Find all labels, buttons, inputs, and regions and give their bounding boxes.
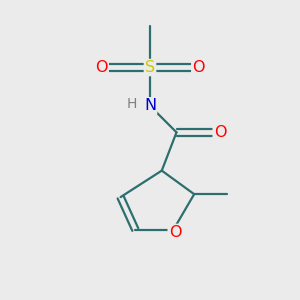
Text: N: N	[144, 98, 156, 113]
Text: O: O	[192, 60, 205, 75]
Text: O: O	[214, 125, 226, 140]
Text: O: O	[95, 60, 108, 75]
Text: O: O	[169, 225, 181, 240]
Text: S: S	[145, 60, 155, 75]
Text: H: H	[127, 98, 137, 111]
